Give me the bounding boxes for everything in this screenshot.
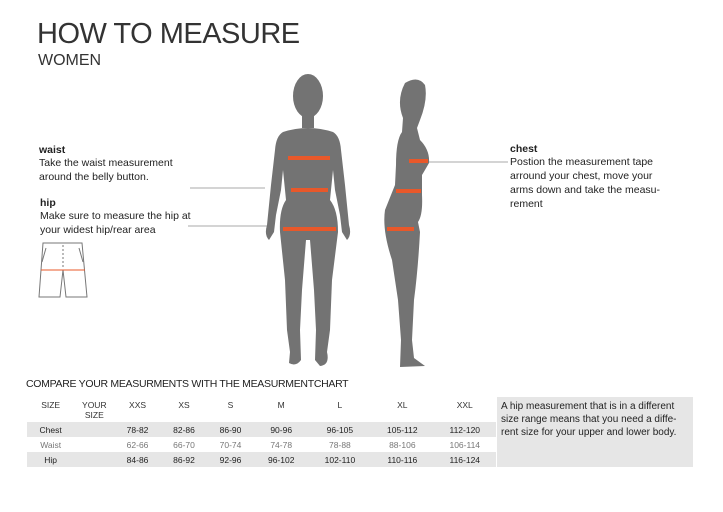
table-cell: 92-96	[207, 452, 254, 467]
table-cell: 96-102	[253, 452, 309, 467]
chest-text-line: arms down and take the measu-	[510, 184, 660, 196]
table-row: Chest 78-82 82-86 86-90 90-96 96-105 105…	[27, 422, 496, 437]
front-tape-marks	[283, 156, 336, 231]
row-label: Waist	[40, 439, 62, 450]
hip-size-note: A hip measurement that is in a different…	[497, 397, 693, 467]
header-cell: L	[337, 400, 343, 410]
header-cell: SIZE	[41, 400, 61, 410]
table-cell: 106-114	[449, 439, 481, 450]
header-cell: YOUR SIZE	[82, 400, 107, 420]
table-cell: 88-106	[389, 439, 416, 450]
table-cell: 116-124	[433, 452, 496, 467]
header-cell: XL	[397, 400, 408, 410]
table-cell: 96-105	[308, 422, 372, 437]
chest-text-line: Postion the measurement tape	[510, 156, 654, 168]
page-title: HOW TO MEASURE	[37, 18, 300, 50]
header-cell: XS	[178, 400, 190, 410]
table-cell: 78-88	[329, 439, 351, 450]
hip-text-line: your widest hip/rear area	[40, 224, 156, 236]
waist-text-line: around the belly button.	[39, 171, 149, 183]
table-row: Waist 62-66 66-70 70-74 74-78 78-88 88-1…	[27, 437, 496, 452]
size-chart-title: COMPARE YOUR MEASURMENTS WITH THE MEASUR…	[26, 378, 349, 390]
table-cell: 102-110	[308, 452, 372, 467]
row-label: Chest	[27, 422, 75, 437]
hip-description: Make sure to measure the hip at your wid…	[40, 209, 191, 237]
table-row: Hip 84-86 86-92 92-96 96-102 102-110 110…	[27, 452, 496, 467]
table-cell: 86-92	[160, 452, 208, 467]
header-cell: XXS	[129, 400, 147, 410]
table-cell: 66-70	[173, 439, 195, 450]
header-cell: XXL	[456, 400, 473, 410]
side-tape-marks	[387, 159, 428, 231]
chest-description: Postion the measurement tape arround you…	[510, 155, 660, 211]
your-size-cell	[74, 452, 115, 467]
table-cell: 105-112	[371, 422, 434, 437]
table-cell: 62-66	[126, 439, 149, 450]
chest-label: chest	[510, 143, 538, 155]
table-cell: 70-74	[219, 439, 242, 450]
row-label: Hip	[27, 452, 75, 467]
page-subtitle: WOMEN	[38, 52, 102, 69]
table-cell: 90-96	[253, 422, 309, 437]
your-size-cell	[74, 422, 115, 437]
table-cell: 78-82	[114, 422, 161, 437]
hip-label: hip	[40, 197, 56, 209]
your-size-cell	[74, 437, 114, 452]
chest-text-line: rement	[510, 198, 543, 210]
header-cell: S	[227, 400, 234, 410]
table-header-row: SIZE YOUR SIZE XXS XS S M L XL XXL	[27, 397, 496, 422]
chest-text-line: arround your chest, move your	[510, 170, 653, 182]
size-chart-table: SIZE YOUR SIZE XXS XS S M L XL XXL Chest…	[27, 397, 496, 467]
table-cell: 112-120	[433, 422, 496, 437]
waist-label: waist	[39, 144, 66, 156]
header-cell: M	[277, 400, 285, 410]
table-cell: 84-86	[114, 452, 161, 467]
side-body-figure	[384, 79, 430, 367]
table-cell: 86-90	[207, 422, 254, 437]
table-cell: 74-78	[270, 439, 293, 450]
waist-description: Take the waist measurement around the be…	[39, 156, 173, 184]
waist-text-line: Take the waist measurement	[39, 157, 173, 169]
body-figures-illustration	[38, 74, 508, 367]
front-body-figure	[265, 74, 351, 366]
table-cell: 110-116	[371, 452, 434, 467]
shorts-icon	[38, 242, 88, 298]
table-cell: 82-86	[160, 422, 208, 437]
hip-text-line: Make sure to measure the hip at	[40, 210, 191, 222]
